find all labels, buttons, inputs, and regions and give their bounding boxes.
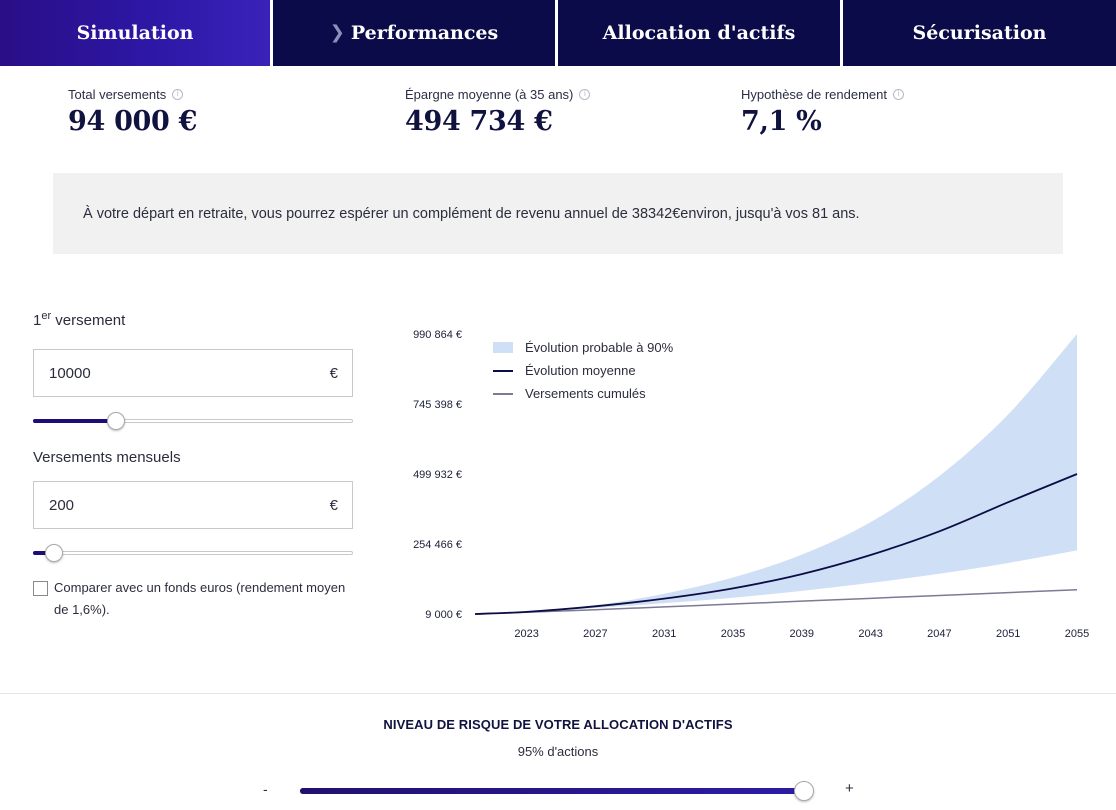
monthly-payment-value[interactable]: 200 [49,496,75,514]
monthly-payment-label: Versements mensuels [33,449,181,466]
tab-allocation[interactable]: Allocation d'actifs [558,0,840,66]
stat-value: 94 000 € [68,106,198,137]
euro-unit: € [329,364,338,382]
legend-label: Évolution moyenne [525,363,636,378]
slider-handle[interactable] [107,412,126,430]
first-payment-label-text: versement [51,312,126,329]
tab-securisation[interactable]: Sécurisation [843,0,1116,66]
stat-label: Total versements [68,86,167,102]
tab-bar: Simulation ❯ Performances Allocation d'a… [0,0,1116,66]
info-icon[interactable]: i [892,88,904,100]
euro-unit: € [329,496,338,514]
compare-fonds-euros-label: Comparer avec un fonds euros (rendement … [54,580,346,617]
first-payment-label-number: 1 [33,312,42,329]
retirement-info-banner: À votre départ en retraite, vous pourrez… [53,173,1063,254]
risk-level-slider[interactable] [300,781,815,801]
tab-securisation-label: Sécurisation [912,22,1047,44]
stat-hypothese-rendement: Hypothèse de rendement i 7,1 % [741,86,904,137]
first-payment-slider[interactable] [33,412,353,430]
compare-fonds-euros-row[interactable]: Comparer avec un fonds euros (rendement … [33,580,363,621]
slider-fill [300,788,805,794]
tab-simulation[interactable]: Simulation [0,0,270,66]
risk-increase-label[interactable]: + [845,780,854,797]
info-icon[interactable]: i [172,88,184,100]
x-tick-label: 2027 [583,628,607,640]
risk-level-title: NIVEAU DE RISQUE DE VOTRE ALLOCATION D'A… [383,717,733,732]
stat-label: Hypothèse de rendement [741,86,887,102]
y-tick-label: 990 864 € [413,329,462,341]
tab-allocation-label: Allocation d'actifs [602,22,796,44]
section-divider [0,693,1116,694]
slider-handle[interactable] [794,781,815,801]
stat-epargne-moyenne: Épargne moyenne (à 35 ans) i 494 734 € [405,86,591,137]
tab-performances-label: Performances [350,22,499,44]
savings-evolution-chart: 9 000 € 254 466 € 499 932 € 745 398 € 990 86… [413,329,1089,640]
monthly-payment-input[interactable]: 200 € [33,481,353,529]
first-payment-input[interactable]: 10000 € [33,349,353,397]
y-tick-label: 745 398 € [413,399,462,411]
legend-label: Évolution probable à 90% [525,340,674,355]
y-tick-label: 499 932 € [413,469,462,481]
cumulative-payments-line [474,589,1078,615]
x-tick-label: 2035 [721,628,745,640]
legend-label: Versements cumulés [525,386,646,401]
tab-simulation-label: Simulation [76,22,194,44]
risk-decrease-label[interactable]: - [263,781,268,797]
banner-text: À votre départ en retraite, vous pourrez… [83,205,860,222]
stat-value: 7,1 % [741,106,822,137]
first-payment-label: 1er versement [33,310,126,330]
x-tick-label: 2031 [652,628,676,640]
slider-handle[interactable] [44,544,63,562]
average-evolution-line [474,473,1078,615]
stat-label: Épargne moyenne (à 35 ans) [405,86,574,102]
y-tick-label: 9 000 € [425,609,462,621]
x-tick-label: 2023 [514,628,538,640]
slider-fill [33,419,117,423]
x-tick-label: 2047 [927,628,951,640]
x-tick-label: 2051 [996,628,1020,640]
slider-fill [33,551,54,555]
probable-band-area [475,334,1077,614]
y-tick-label: 254 466 € [413,539,462,551]
chevron-right-icon: ❯ [329,21,345,43]
stat-value: 494 734 € [405,106,553,137]
risk-level-subtitle: 95% d'actions [517,744,599,759]
slider-track[interactable] [33,551,353,555]
x-tick-label: 2055 [1065,628,1089,640]
first-payment-label-sup: er [41,310,52,322]
monthly-payment-slider[interactable] [33,544,353,562]
x-tick-label: 2039 [790,628,814,640]
compare-fonds-euros-checkbox[interactable] [33,581,48,596]
legend-band-swatch [493,342,513,353]
stat-total-versements: Total versements i 94 000 € [68,86,198,138]
info-icon[interactable]: i [579,88,591,100]
tab-performances[interactable]: ❯ Performances [273,0,555,66]
first-payment-value[interactable]: 10000 [49,364,91,382]
x-tick-label: 2043 [858,628,882,640]
